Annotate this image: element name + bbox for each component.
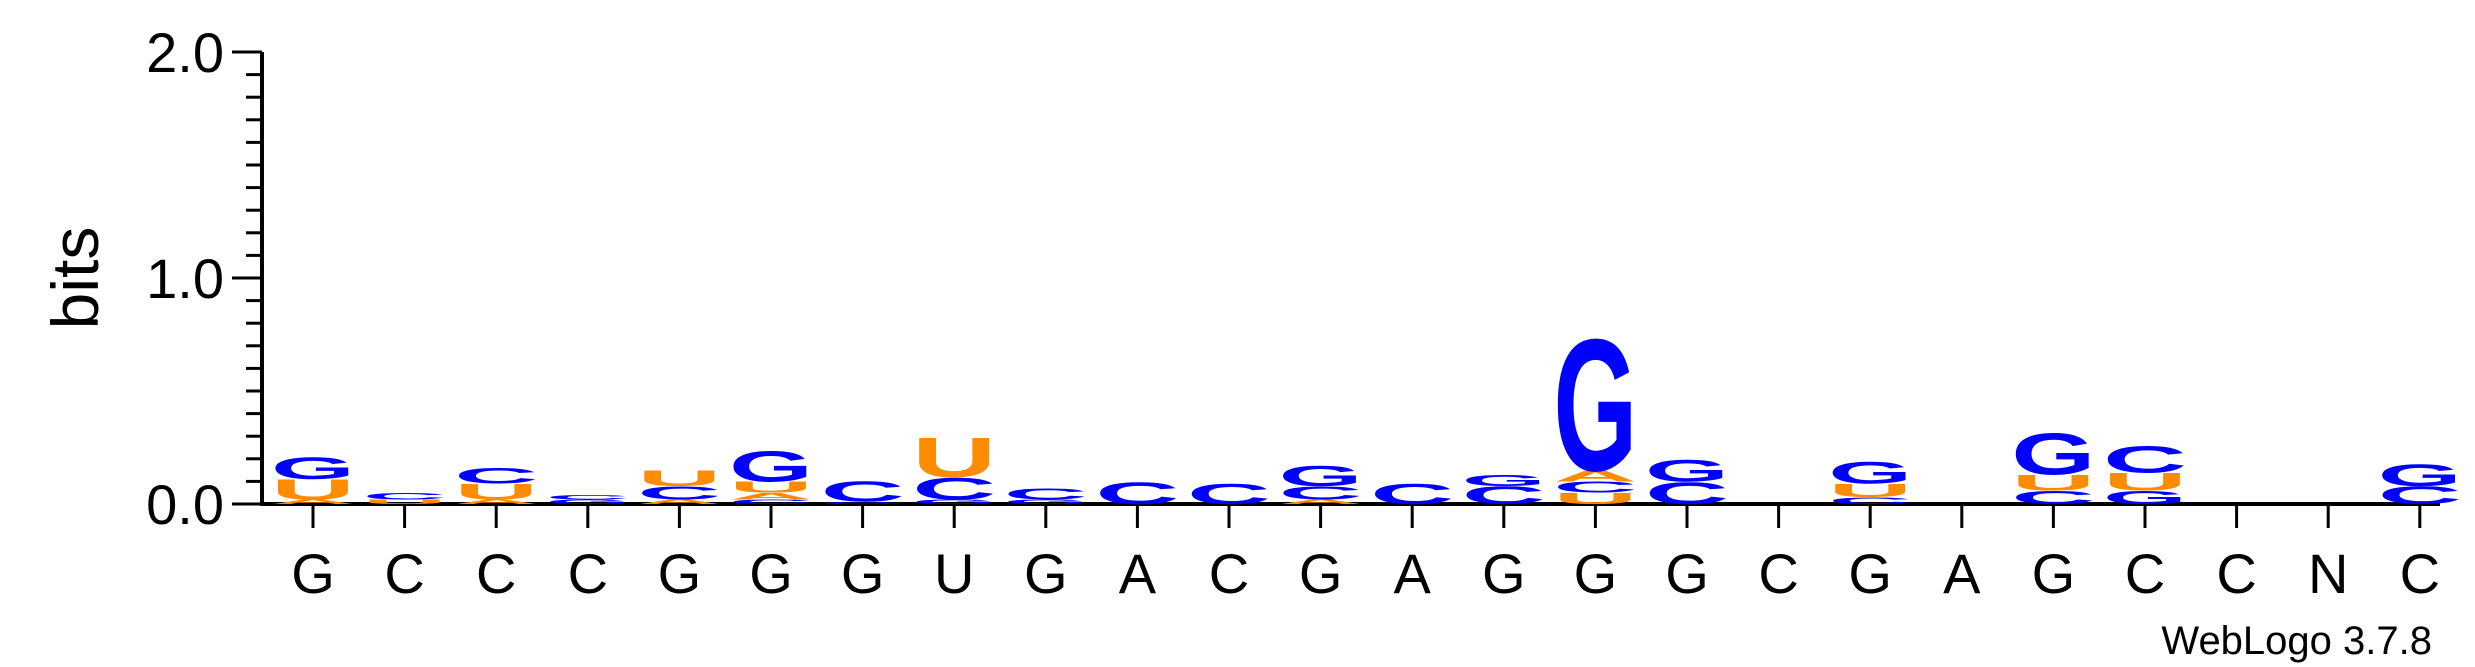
position-label: A — [1119, 542, 1157, 605]
logo-glyph: C — [1004, 485, 1088, 503]
position-label: G — [1299, 542, 1343, 605]
logo-glyph: U — [1553, 490, 1637, 508]
logo-glyph: C — [2378, 481, 2462, 509]
logo-glyph: G — [2378, 457, 2462, 492]
y-axis: 0.0 1.0 2.0 bits — [38, 21, 264, 536]
logo-glyph: C — [912, 471, 996, 506]
logo-glyph: G — [1645, 453, 1729, 488]
logo-glyph: G — [2103, 487, 2187, 508]
logo-glyph: G — [1279, 461, 1363, 493]
logo-glyph: A — [454, 498, 538, 505]
logo-glyph: U — [363, 498, 447, 505]
logo-glyph: C — [1828, 496, 1912, 506]
position-label: G — [1024, 542, 1068, 605]
logo-glyph: C — [1370, 478, 1454, 510]
logo-glyph: U — [454, 480, 538, 505]
y-tick-label: 0.0 — [146, 473, 224, 536]
position-label: C — [384, 542, 424, 605]
position-label: C — [2216, 542, 2256, 605]
position-label: N — [2308, 542, 2348, 605]
logo-glyph: G — [729, 442, 813, 491]
logo-glyph: U — [2103, 468, 2187, 496]
weblogo-credit: WebLogo 3.7.8 — [2161, 619, 2432, 663]
position-label: C — [568, 542, 608, 605]
logo-glyph: U — [637, 466, 721, 491]
position-label: U — [934, 542, 974, 605]
logo-glyph: A — [1279, 498, 1363, 505]
logo-glyph: C — [821, 476, 905, 508]
logo-glyph: G — [1462, 472, 1546, 489]
y-axis-label: bits — [38, 227, 112, 330]
logo-glyph: C — [1279, 483, 1363, 504]
position-label: C — [2400, 542, 2440, 605]
logo-glyph: C — [1645, 476, 1729, 511]
position-label: C — [476, 542, 516, 605]
position-label: G — [841, 542, 885, 605]
logo-glyph: U — [2011, 470, 2095, 495]
position-label: C — [1758, 542, 1798, 605]
logo-glyph: G — [2011, 421, 2095, 487]
logo-glyph: U — [1828, 480, 1912, 501]
position-label: G — [658, 542, 702, 605]
logo-glyph: C — [1462, 481, 1546, 509]
position-label: G — [1574, 542, 1618, 605]
position-label: G — [1482, 542, 1526, 605]
logo-glyph: G — [1553, 300, 1637, 511]
position-label: G — [1665, 542, 1709, 605]
position-label: G — [2032, 542, 2076, 605]
position-label: G — [749, 542, 793, 605]
logo-glyph: A — [729, 491, 813, 501]
position-label: C — [2125, 542, 2165, 605]
logo-glyph: C — [637, 483, 721, 504]
logo-glyph: U — [729, 479, 813, 497]
logo-glyph: C — [729, 498, 813, 505]
logo-glyph: C — [1095, 476, 1179, 511]
position-label: A — [1943, 542, 1981, 605]
logo-glyph: G — [271, 451, 355, 486]
logo-glyph: A — [271, 498, 355, 505]
logo-glyph: A — [1553, 467, 1637, 485]
position-label: A — [1394, 542, 1432, 605]
logo-glyph: C — [1187, 478, 1271, 510]
logo-glyph: C — [2011, 487, 2095, 508]
logo-glyph: U — [271, 474, 355, 506]
logo-glyph: G — [821, 501, 905, 504]
logo-glyph: G — [546, 498, 630, 505]
logo-glyph: A — [637, 498, 721, 505]
logo-glyph: C — [363, 491, 447, 501]
position-label: G — [1848, 542, 1892, 605]
logo-glyph: C — [2103, 439, 2187, 481]
logo-glyph: U — [912, 426, 996, 489]
logo-glyph: C — [546, 494, 630, 501]
position-label: G — [291, 542, 335, 605]
logo-glyph: G — [1004, 498, 1088, 505]
y-tick-label: 2.0 — [146, 21, 224, 84]
logo-glyph: G — [912, 498, 996, 505]
logo-glyph: C — [1553, 479, 1637, 497]
y-ticks: 0.0 1.0 2.0 — [146, 21, 262, 536]
y-tick-label: 1.0 — [146, 247, 224, 310]
logo-glyph: G — [1828, 455, 1912, 490]
logo-glyph: C — [454, 464, 538, 489]
position-label: C — [1209, 542, 1249, 605]
